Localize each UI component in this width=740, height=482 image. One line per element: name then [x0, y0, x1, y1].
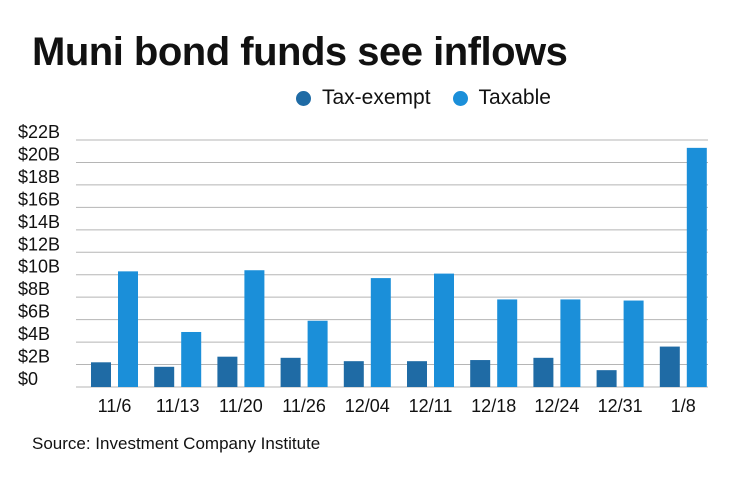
bar-tax-exempt [217, 356, 238, 387]
y-tick-label: $4B [18, 324, 50, 344]
bar-tax-exempt [533, 357, 554, 387]
y-tick-label: $2B [18, 347, 50, 367]
legend-swatch-taxable [452, 90, 468, 106]
legend-item-tax-exempt: Tax-exempt [296, 86, 431, 110]
bar-tax-exempt [596, 370, 617, 387]
bar-tax-exempt [407, 361, 427, 387]
bar-taxable [244, 270, 265, 387]
x-tick-label: 12/11 [409, 396, 453, 416]
bar-taxable [181, 331, 202, 387]
chart-legend: Tax-exempt Taxable [296, 86, 573, 110]
bar-taxable [623, 300, 644, 387]
x-tick-label: 1/8 [671, 396, 696, 416]
bar-taxable [307, 320, 328, 387]
x-tick-label: 12/31 [598, 396, 643, 416]
legend-item-taxable: Taxable [452, 86, 551, 110]
bar-tax-exempt [280, 357, 301, 387]
x-tick-label: 11/20 [219, 396, 263, 416]
bar-tax-exempt [91, 362, 111, 387]
y-tick-label: $16B [18, 189, 60, 209]
y-tick-label: $14B [18, 212, 60, 232]
y-tick-label: $22B [18, 122, 60, 142]
bar-tax-exempt [343, 361, 364, 387]
chart-title: Muni bond funds see inflows [32, 30, 568, 74]
bar-chart: $0$2B $4B$6B $8B$10B $12B$14B $16B$18B $20B$2… [18, 122, 708, 416]
bar-taxable [497, 299, 518, 387]
bar-tax-exempt [659, 346, 680, 387]
legend-label-taxable: Taxable [478, 86, 551, 109]
y-tick-label: $20B [18, 144, 60, 164]
bar-taxable [686, 147, 707, 387]
bar-tax-exempt [154, 366, 175, 387]
y-tick-label: $10B [18, 257, 60, 277]
bar-tax-exempt [470, 360, 491, 387]
bar-taxable [370, 278, 391, 387]
bar-taxable [118, 271, 138, 387]
x-tick-label: 11/6 [98, 396, 132, 416]
y-tick-label: $12B [18, 234, 60, 254]
y-tick-label: $8B [18, 279, 50, 299]
x-tick-label: 12/18 [471, 396, 516, 416]
x-tick-label: 12/04 [345, 396, 390, 416]
source-note: Source: Investment Company Institute [32, 434, 321, 453]
x-tick-label: 11/13 [156, 396, 200, 416]
bar-taxable [434, 273, 454, 387]
x-tick-label: 11/26 [282, 396, 326, 416]
y-tick-label: $0 [18, 369, 38, 389]
x-tick-label: 12/24 [534, 396, 579, 416]
y-tick-label: $6B [18, 302, 50, 322]
legend-label-tax-exempt: Tax-exempt [322, 86, 431, 109]
y-tick-label: $18B [18, 167, 60, 187]
legend-swatch-tax-exempt [296, 90, 311, 106]
bar-taxable [560, 299, 581, 387]
